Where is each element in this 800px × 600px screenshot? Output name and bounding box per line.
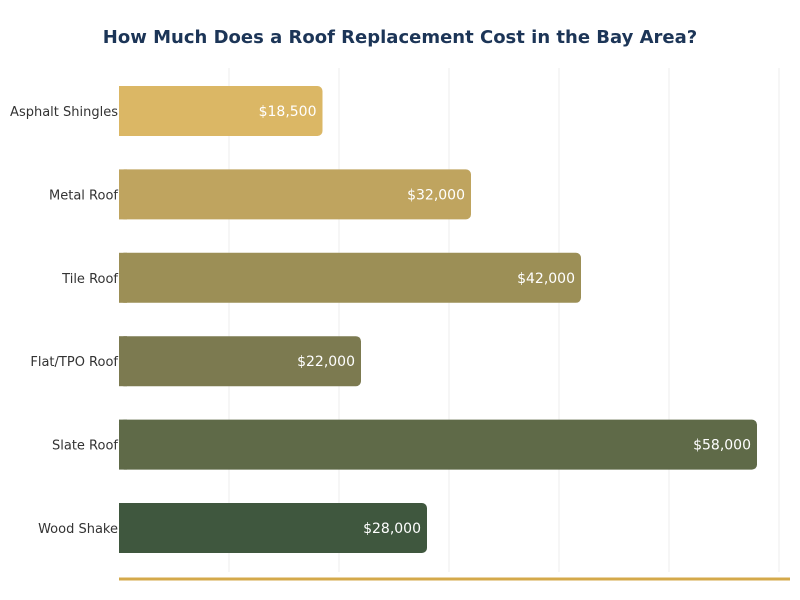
category-label: Tile Roof bbox=[61, 272, 118, 287]
bar-left-edge bbox=[119, 503, 127, 553]
value-label: $42,000 bbox=[517, 271, 575, 287]
bar-left-edge bbox=[119, 169, 127, 220]
value-label: $28,000 bbox=[363, 521, 421, 537]
grid-lines bbox=[228, 68, 780, 572]
category-label: Asphalt Shingles bbox=[10, 105, 118, 120]
bar-left-edge bbox=[119, 419, 127, 470]
bar bbox=[119, 169, 471, 220]
chart-title: How Much Does a Roof Replacement Cost in… bbox=[103, 27, 697, 48]
bar-left-edge bbox=[119, 86, 127, 136]
category-label: Metal Roof bbox=[49, 188, 118, 203]
bars: Asphalt Shingles $18,500 Metal Roof $32,000… bbox=[10, 86, 757, 553]
bar bbox=[119, 336, 361, 387]
category-label: Flat/TPO Roof bbox=[30, 355, 118, 370]
value-label: $32,000 bbox=[407, 187, 465, 203]
value-label: $22,000 bbox=[297, 354, 355, 370]
category-label: Slate Roof bbox=[52, 439, 118, 454]
category-label: Wood Shake bbox=[38, 522, 118, 537]
bar bbox=[119, 252, 581, 303]
value-label: $18,500 bbox=[259, 104, 317, 120]
bar bbox=[119, 503, 427, 553]
value-label: $58,000 bbox=[693, 438, 751, 454]
bar bbox=[119, 419, 757, 470]
bar-left-edge bbox=[119, 252, 127, 303]
bar bbox=[119, 86, 323, 136]
bar-left-edge bbox=[119, 336, 127, 387]
